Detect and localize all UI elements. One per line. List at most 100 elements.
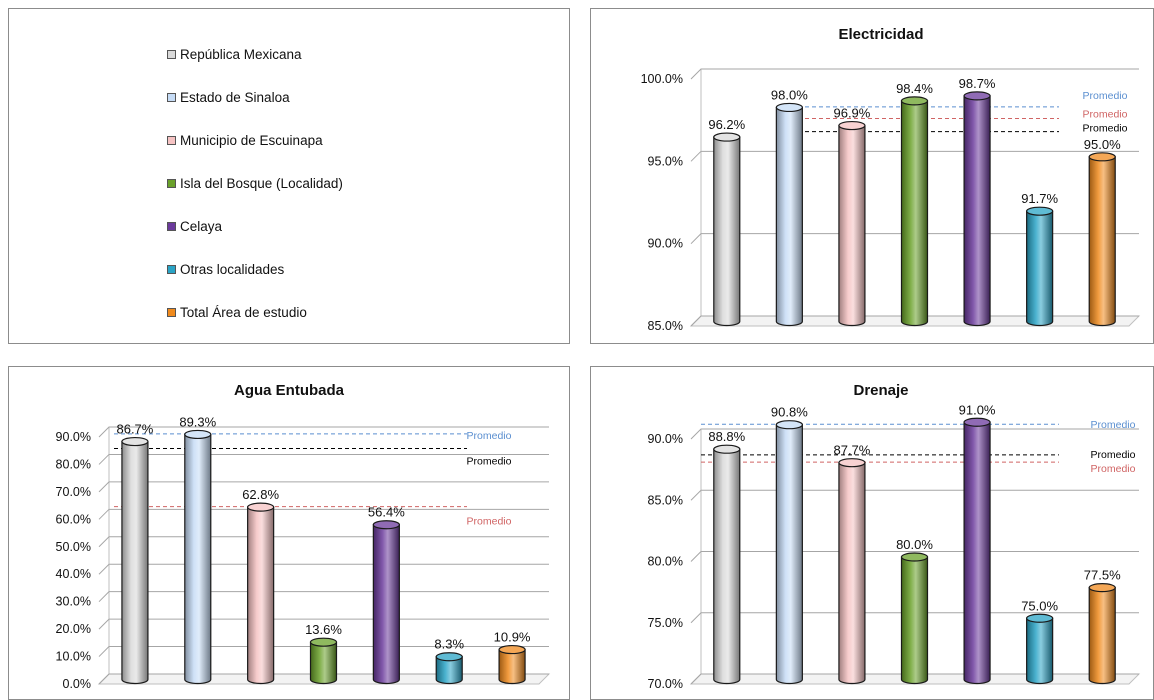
gridline [98, 563, 549, 575]
gridline [690, 612, 1139, 624]
chart-agua-entubada: 0.0% 10.0% 20.0% 30.0% 40.0% 50.0% 60.0% 70.0% 8… [8, 366, 570, 700]
bar-body [184, 433, 212, 685]
bar [838, 458, 866, 685]
data-label: 86.7% [116, 422, 153, 437]
data-label: 91.0% [959, 402, 996, 417]
bar [900, 552, 929, 685]
bar-top [1026, 206, 1054, 216]
gridline [98, 453, 549, 465]
bar-top [247, 502, 275, 512]
gridline [98, 536, 549, 548]
bar-top [713, 444, 741, 454]
legend-label: Estado de Sinaloa [180, 90, 290, 105]
y-tick-label: 100.0% [641, 72, 683, 86]
bar-body [900, 556, 929, 685]
data-label: 96.2% [708, 117, 745, 132]
bar-top [775, 420, 803, 430]
bar-body [247, 506, 275, 685]
bar-top [1026, 613, 1054, 623]
data-label: 87.7% [833, 443, 870, 458]
bar-body [372, 524, 400, 685]
y-tick-label: 90.0% [648, 237, 683, 251]
gridline [98, 591, 549, 603]
y-tick-label: 90.0% [56, 430, 91, 444]
data-label: 98.0% [771, 87, 808, 102]
average-label: Promedio [1083, 90, 1128, 102]
y-tick-label: 50.0% [56, 540, 91, 554]
bar-body [309, 641, 338, 685]
y-tick-label: 85.0% [648, 319, 683, 333]
bar [1026, 206, 1054, 327]
bar [309, 637, 338, 685]
bar [838, 120, 866, 327]
gridline [98, 673, 549, 685]
gridline [98, 426, 549, 438]
bar [900, 96, 929, 327]
bar-body [1026, 210, 1054, 327]
chart-title: Drenaje [853, 382, 908, 399]
bar-body [121, 440, 149, 685]
bar-body [713, 448, 741, 685]
data-label: 98.4% [896, 81, 933, 96]
average-label: Promedio [1091, 463, 1136, 475]
gridline [690, 551, 1139, 562]
bar-top [838, 120, 866, 131]
legend-item: Total Área de estudio [167, 305, 307, 320]
bar-top [963, 91, 991, 101]
y-tick-label: 95.0% [648, 154, 683, 168]
data-label: 88.8% [708, 429, 745, 444]
bar [498, 644, 526, 685]
bar-top [1088, 583, 1116, 593]
bar-body [1026, 617, 1054, 685]
legend-item: Otras localidades [167, 262, 284, 277]
legend-swatch [167, 265, 176, 274]
legend-swatch [167, 179, 176, 188]
data-label: 95.0% [1084, 137, 1121, 152]
gridline [98, 508, 549, 520]
bar-body [775, 106, 803, 327]
bar [372, 520, 400, 685]
bar [1088, 583, 1116, 685]
legend-label: Municipio de Escuinapa [180, 133, 323, 148]
y-tick-label: 20.0% [56, 622, 91, 636]
average-label: Promedio [467, 516, 512, 528]
legend-item: Estado de Sinaloa [167, 90, 290, 105]
y-tick-label: 70.0% [56, 485, 91, 499]
bar-body [838, 462, 866, 685]
bar [963, 91, 991, 327]
legend-item: Municipio de Escuinapa [167, 133, 323, 148]
chart-drenaje: 70.0% 75.0% 80.0% 85.0% 90.0% Drenaje Promedio… [590, 366, 1154, 700]
legend-label: República Mexicana [180, 47, 302, 62]
bar-top [1088, 152, 1116, 162]
y-tick-label: 60.0% [56, 512, 91, 526]
data-label: 75.0% [1021, 598, 1058, 613]
legend-swatch [167, 308, 176, 317]
legend-item: República Mexicana [167, 47, 302, 62]
bar-body [838, 124, 866, 327]
average-label: Promedio [467, 430, 512, 442]
average-label: Promedio [1083, 123, 1128, 135]
bar-top [121, 436, 149, 447]
chart-agua-entubada-svg: 0.0% 10.0% 20.0% 30.0% 40.0% 50.0% 60.0% 70.0% 8… [56, 382, 551, 691]
y-tick-label: 30.0% [56, 595, 91, 609]
data-label: 89.3% [179, 414, 216, 429]
data-label: 91.7% [1021, 191, 1058, 206]
bar-top [372, 520, 400, 530]
gridline [690, 315, 1139, 327]
data-label: 10.9% [494, 630, 531, 645]
bar [121, 436, 149, 685]
data-label: 13.6% [305, 622, 342, 637]
bar-top [838, 458, 866, 468]
bar [1026, 613, 1054, 685]
bar-body [963, 95, 991, 327]
bar-body [775, 424, 803, 685]
gridline [690, 150, 1139, 162]
average-label: Promedio [467, 455, 512, 467]
bar-body [713, 136, 741, 327]
legend-item: Celaya [167, 219, 222, 234]
bar-body [435, 656, 463, 685]
bar-top [775, 102, 803, 113]
bar [713, 132, 741, 327]
gridline [98, 481, 549, 493]
bar-top [184, 429, 212, 440]
